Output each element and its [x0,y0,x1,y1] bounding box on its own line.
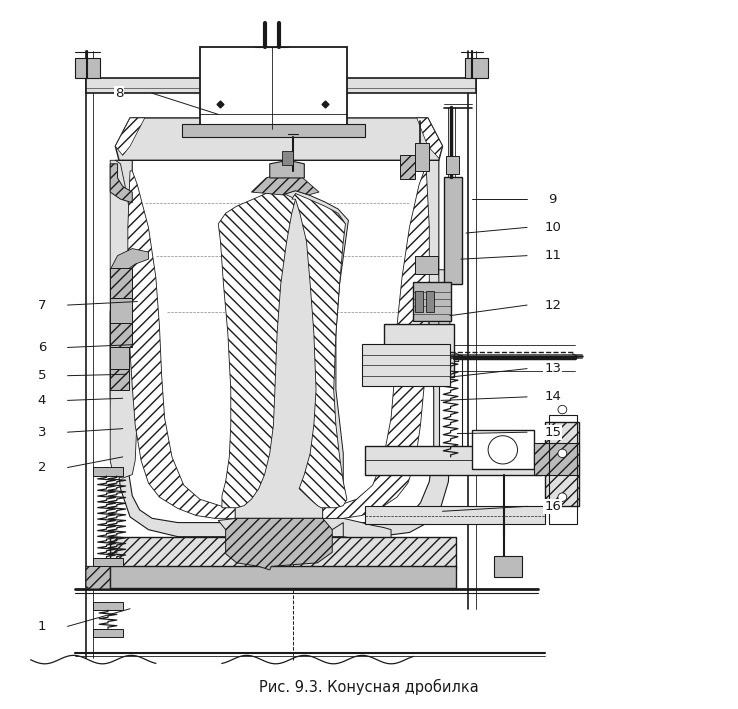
Polygon shape [110,160,450,537]
Text: 5: 5 [38,369,46,382]
Text: 16: 16 [545,500,561,513]
Bar [93,602,123,610]
Bar [110,537,456,568]
Bar [75,58,100,78]
Polygon shape [86,566,110,589]
Polygon shape [115,118,443,160]
Text: 10: 10 [545,221,561,234]
Polygon shape [417,118,443,158]
Text: 9: 9 [548,193,557,206]
Polygon shape [110,249,148,271]
Bar [365,506,545,524]
Bar [93,467,123,476]
Bar [439,354,463,460]
Circle shape [558,449,567,457]
Text: 4: 4 [38,394,46,407]
Bar [282,151,293,165]
Bar [110,323,132,347]
Bar [444,177,463,284]
Polygon shape [321,171,430,518]
Bar [413,281,452,320]
Text: Рис. 9.3. Конусная дробилка: Рис. 9.3. Конусная дробилка [259,679,479,695]
Bar [93,628,123,637]
Text: 7: 7 [38,298,46,311]
Circle shape [558,493,567,501]
Polygon shape [115,118,145,155]
Text: 6: 6 [38,341,46,354]
Bar [427,291,434,312]
Bar [415,291,423,312]
Bar [110,369,128,390]
Polygon shape [128,171,237,518]
Bar [415,257,438,274]
Bar [182,124,365,137]
Bar [472,430,534,469]
Bar [365,446,542,474]
Bar [465,58,488,78]
Bar [549,415,577,524]
Text: 15: 15 [545,425,562,439]
Text: 12: 12 [545,298,562,311]
Polygon shape [218,518,391,540]
Bar [494,556,522,577]
Polygon shape [110,160,139,478]
Bar [415,143,430,171]
Polygon shape [270,160,304,178]
Polygon shape [218,192,295,508]
Bar [86,78,475,93]
Polygon shape [110,164,132,203]
Text: 2: 2 [38,461,46,474]
Bar [110,298,132,323]
Text: 1: 1 [38,620,46,633]
Polygon shape [292,194,347,508]
Circle shape [488,436,517,464]
Text: 14: 14 [545,391,561,403]
Bar [400,155,415,179]
Bar [110,566,456,588]
Bar [110,347,128,369]
Polygon shape [252,171,319,195]
Polygon shape [439,269,459,362]
Bar [200,48,347,128]
Bar [534,443,579,474]
Text: 8: 8 [115,86,123,100]
Bar [446,156,460,174]
Polygon shape [235,191,348,518]
Polygon shape [226,518,332,570]
Bar [110,268,132,298]
Text: 3: 3 [38,425,46,439]
Bar [93,558,123,566]
Text: 13: 13 [545,362,562,375]
Text: 11: 11 [545,249,562,262]
Bar [384,324,454,377]
Circle shape [558,406,567,414]
Bar [545,422,579,506]
Bar [362,344,450,386]
